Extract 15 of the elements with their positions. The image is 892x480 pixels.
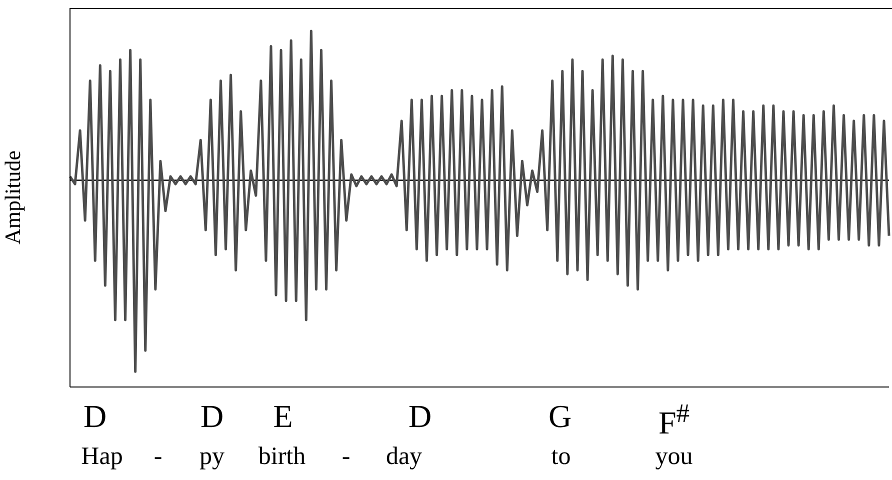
- text: Hap: [81, 443, 123, 470]
- text: D: [200, 398, 224, 434]
- text: -: [154, 443, 162, 470]
- y-axis-title: Amplitude: [0, 150, 25, 245]
- text: you: [655, 443, 693, 470]
- text: E: [273, 398, 293, 434]
- text: G: [548, 398, 572, 434]
- text: -: [342, 443, 350, 470]
- text: birth: [258, 443, 306, 470]
- text: D: [408, 398, 432, 434]
- text: F$^{#}$: [658, 398, 690, 441]
- text: D: [83, 398, 107, 434]
- text: to: [551, 443, 571, 470]
- text: py: [200, 443, 224, 470]
- text: day: [386, 443, 422, 470]
